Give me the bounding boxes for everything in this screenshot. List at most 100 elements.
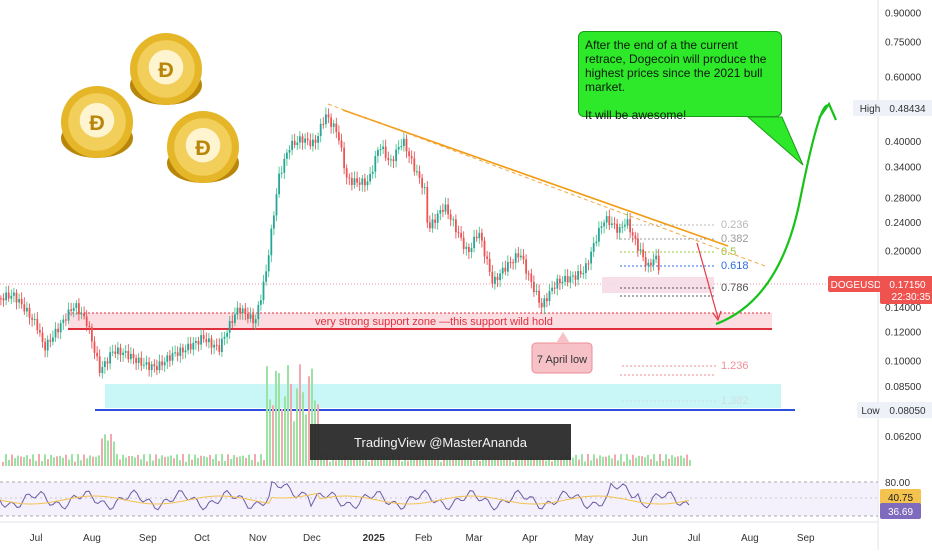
volume-bar — [491, 457, 493, 466]
candle-body — [423, 187, 426, 189]
candle-body — [174, 352, 176, 354]
candle-body — [603, 222, 605, 227]
volume-bar — [74, 461, 76, 466]
y-tick-label: 0.14000 — [885, 303, 922, 314]
candle-body — [478, 232, 481, 239]
candle-body — [176, 352, 179, 356]
candle-body — [338, 132, 340, 141]
candle-body — [559, 278, 561, 284]
candle-body — [218, 345, 221, 353]
volume-bar — [392, 454, 394, 466]
volume-bar — [584, 461, 586, 466]
candle-body — [44, 341, 46, 351]
candle-body — [553, 287, 556, 289]
volume-bar — [176, 454, 178, 466]
candle-body — [608, 216, 611, 226]
candle-body — [494, 276, 496, 284]
rsi-value-1: 40.75 — [888, 493, 913, 504]
candle-body — [171, 353, 174, 361]
candle-body — [135, 358, 137, 363]
candle-body — [377, 149, 379, 156]
candle-body — [449, 214, 452, 220]
candle-body — [7, 292, 10, 299]
volume-bar — [335, 460, 337, 466]
volume-bar — [29, 458, 31, 466]
volume-bar — [401, 461, 403, 466]
volume-bar — [635, 457, 637, 466]
candle-body — [358, 182, 361, 185]
candle-body — [382, 146, 384, 150]
candle-body — [270, 228, 273, 256]
volume-bar — [569, 455, 571, 466]
volume-bar — [416, 455, 418, 466]
candle-body — [202, 335, 205, 340]
volume-bar — [605, 456, 607, 466]
candle-body — [624, 225, 626, 227]
callout-text-1: After the end of a the current retrace, … — [585, 38, 767, 94]
candle-body — [486, 256, 488, 259]
candle-body — [319, 123, 322, 137]
volume-bar — [662, 460, 664, 466]
candle-body — [629, 219, 631, 233]
x-tick-label: Dec — [303, 533, 321, 544]
rsi-upper-label: 80.00 — [885, 478, 910, 489]
candle-body — [499, 273, 501, 281]
volume-bar — [8, 459, 10, 466]
volume-bar — [383, 455, 385, 466]
volume-bar — [53, 457, 55, 466]
volume-bar — [563, 457, 565, 466]
volume-bar — [548, 454, 550, 466]
candle-body — [54, 328, 57, 338]
volume-bar — [686, 454, 688, 466]
candle-body — [189, 343, 192, 350]
coin-emblem — [148, 49, 184, 85]
candle-body — [278, 173, 280, 195]
candle-body — [655, 255, 657, 260]
symbol-badge-bg — [828, 276, 890, 292]
candle-body — [309, 140, 312, 147]
volume-bar — [380, 457, 382, 466]
candle-body — [364, 178, 366, 186]
volume-bar — [452, 457, 454, 466]
volume-bar — [578, 459, 580, 466]
volume-bar — [347, 456, 349, 466]
volume-bar — [368, 461, 370, 466]
volume-bar — [239, 456, 241, 466]
volume-bar — [626, 454, 628, 466]
x-tick-label: Sep — [139, 533, 157, 544]
volume-bar — [575, 454, 577, 466]
volume-bar — [272, 405, 274, 466]
candle-body — [470, 248, 473, 252]
high-label-bg — [853, 100, 887, 116]
candle-body — [322, 123, 325, 125]
candle-body — [23, 304, 26, 312]
volume-bar — [551, 461, 553, 466]
candle-body — [65, 319, 67, 321]
volume-bar — [311, 368, 313, 466]
y-tick-label: 0.28000 — [885, 193, 922, 204]
candle-body — [184, 350, 187, 353]
volume-bar — [434, 460, 436, 466]
volume-bar — [494, 456, 496, 466]
high-value: 0.48434 — [889, 104, 926, 115]
volume-bar — [188, 454, 190, 466]
volume-bar — [107, 440, 109, 466]
x-tick-label: Aug — [83, 533, 101, 544]
volume-bar — [554, 454, 556, 466]
candle-body — [46, 339, 49, 351]
candle-body — [153, 364, 156, 367]
volume-bar — [344, 455, 346, 466]
candle-body — [348, 177, 351, 179]
candle-body — [78, 303, 80, 315]
fib-level-label: 0.236 — [721, 219, 749, 231]
candle-body — [595, 241, 598, 244]
candle-body — [639, 249, 642, 251]
candle-body — [644, 257, 647, 266]
volume-bar — [410, 454, 412, 466]
candle-body — [18, 299, 20, 303]
volume-bar — [236, 457, 238, 466]
candle-body — [481, 232, 483, 241]
candle-body — [36, 318, 39, 331]
candle-body — [460, 232, 462, 238]
candle-body — [265, 271, 267, 282]
